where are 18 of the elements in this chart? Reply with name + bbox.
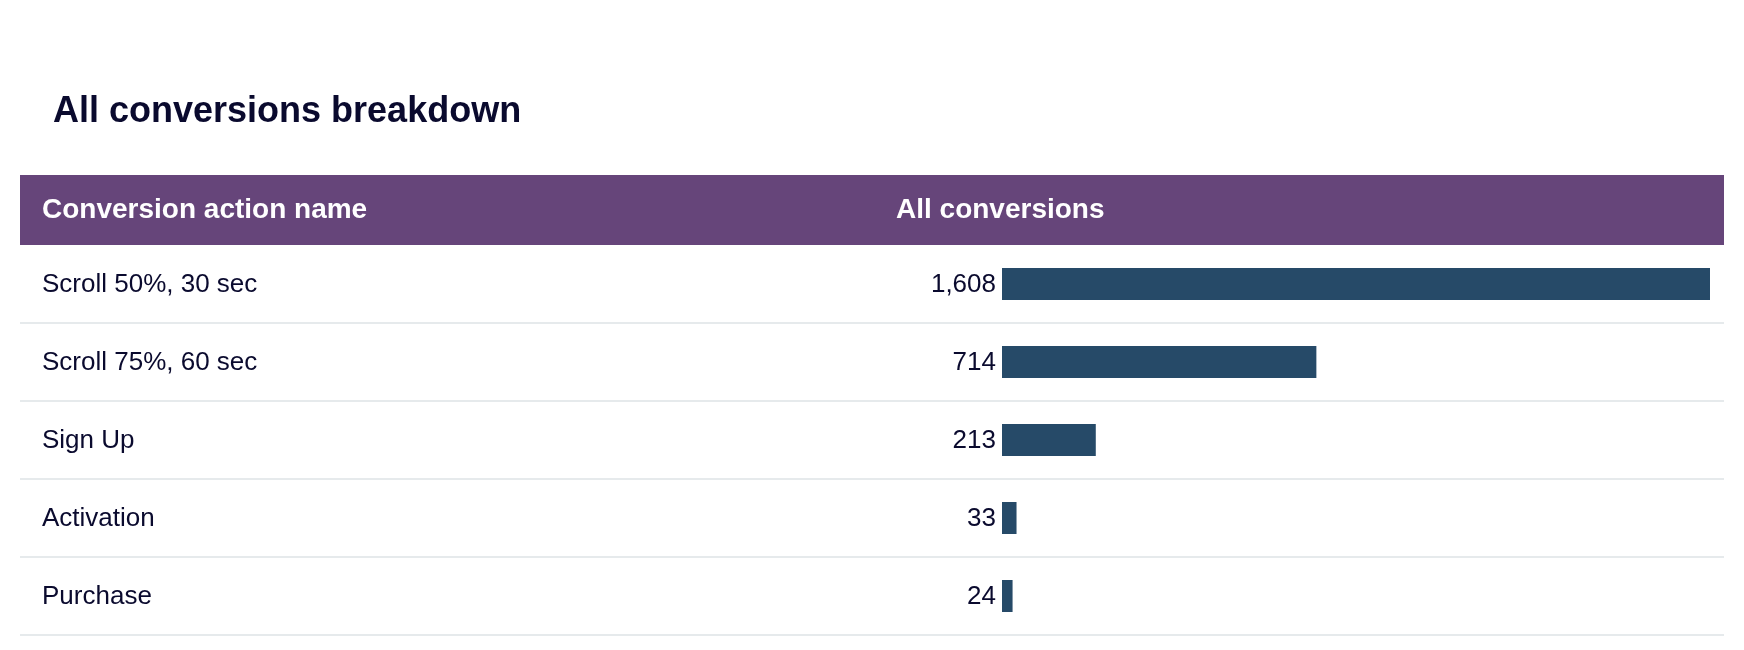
y-tick-label: Purchase (42, 580, 152, 610)
bar (1002, 268, 1710, 300)
y-tick-label: Sign Up (42, 424, 135, 454)
data-label: 33 (967, 502, 996, 532)
y-tick-label: Scroll 50%, 30 sec (42, 268, 258, 298)
bar (1002, 502, 1017, 534)
data-label: 213 (952, 424, 996, 454)
data-label: 714 (952, 346, 996, 376)
y-tick-label: Scroll 75%, 60 sec (42, 346, 258, 376)
bar (1002, 424, 1096, 456)
data-label: 1,608 (930, 268, 996, 298)
data-label: 24 (967, 580, 996, 610)
text: All conversions breakdown (53, 89, 522, 130)
y-tick-label: Activation (42, 502, 155, 532)
bar (1002, 346, 1317, 378)
y-axis-title: Conversion action name (42, 193, 368, 224)
x-axis-title: All conversions (896, 193, 1105, 224)
bar (1002, 580, 1013, 612)
